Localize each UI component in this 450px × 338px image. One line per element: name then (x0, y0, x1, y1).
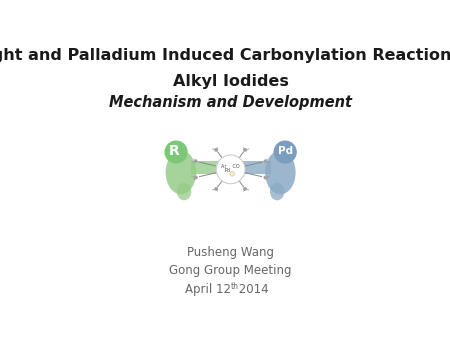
Ellipse shape (216, 155, 245, 184)
Text: Pd: Pd (278, 146, 293, 156)
Ellipse shape (263, 159, 267, 163)
Polygon shape (190, 161, 227, 174)
Ellipse shape (177, 183, 191, 200)
Text: Alkyl Iodides: Alkyl Iodides (173, 74, 288, 89)
Text: Pusheng Wang: Pusheng Wang (187, 246, 274, 259)
Ellipse shape (265, 150, 296, 194)
Text: Ar    CO: Ar CO (221, 164, 240, 169)
Text: 2014: 2014 (235, 283, 269, 296)
Ellipse shape (214, 148, 218, 152)
Text: Mechanism and Development: Mechanism and Development (109, 95, 352, 110)
Ellipse shape (214, 187, 218, 191)
Ellipse shape (243, 148, 247, 152)
Ellipse shape (194, 159, 198, 163)
Ellipse shape (230, 172, 234, 176)
Text: Pd: Pd (225, 168, 230, 173)
Ellipse shape (166, 150, 196, 194)
Text: R: R (169, 144, 180, 158)
Ellipse shape (263, 175, 267, 179)
Ellipse shape (194, 175, 198, 179)
Ellipse shape (243, 187, 247, 191)
Text: th: th (231, 282, 239, 291)
Polygon shape (234, 161, 271, 174)
Text: Light and Palladium Induced Carbonylation Reactions of: Light and Palladium Induced Carbonylatio… (0, 48, 450, 63)
Text: Gong Group Meeting: Gong Group Meeting (169, 264, 292, 277)
Text: April 12: April 12 (184, 283, 230, 296)
Ellipse shape (270, 183, 284, 200)
Ellipse shape (274, 141, 297, 164)
Ellipse shape (164, 141, 188, 164)
